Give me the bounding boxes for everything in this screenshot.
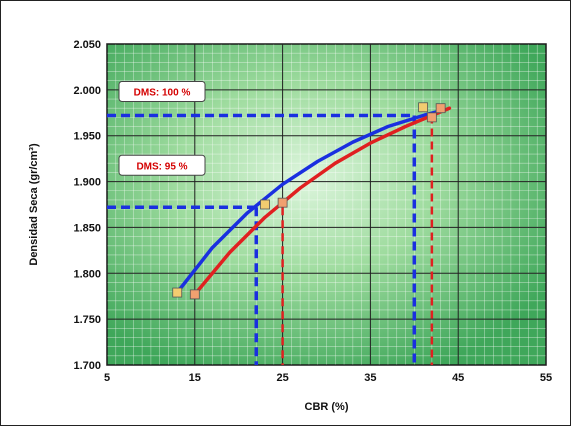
data-point-blue — [172, 287, 183, 298]
annotation-label: DMS: 95 % — [136, 161, 187, 172]
y-tick-label: 1.900 — [73, 177, 101, 189]
data-point-red — [189, 289, 200, 300]
data-point-red — [435, 103, 446, 114]
series-markers — [172, 102, 446, 300]
x-axis-title: CBR (%) — [305, 401, 349, 413]
y-tick-labels: 1.700 1.750 1.800 1.850 1.900 1.950 2.000 2.050 — [73, 39, 101, 372]
x-tick-label: 45 — [452, 372, 464, 384]
y-tick-label: 1.750 — [73, 314, 101, 326]
x-tick-labels: 5 15 25 35 45 55 — [104, 372, 552, 384]
y-tick-label: 1.800 — [73, 268, 101, 280]
annotation-boxes: DMS: 100 % DMS: 95 % — [118, 81, 206, 176]
x-tick-label: 5 — [104, 372, 110, 384]
x-tick-label: 35 — [364, 372, 376, 384]
data-point-red — [426, 112, 437, 123]
y-axis-title: Densidad Seca (gr/cm³) — [28, 143, 40, 266]
series-curve-blue — [175, 110, 439, 295]
y-tick-label: 2.050 — [73, 39, 101, 51]
y-tick-label: 1.850 — [73, 222, 101, 234]
data-point-blue — [260, 199, 270, 210]
annotation-box — [118, 81, 206, 103]
annotation-label: DMS: 100 % — [134, 88, 191, 99]
y-tick-label: 2.000 — [73, 85, 101, 97]
data-point-blue — [418, 102, 428, 113]
annotation-box — [118, 154, 206, 176]
major-grid — [106, 43, 547, 366]
y-tick-label: 1.700 — [73, 360, 101, 372]
x-tick-label: 15 — [189, 372, 201, 384]
data-point-red — [277, 197, 288, 208]
y-tick-label: 1.950 — [73, 131, 101, 143]
x-tick-label: 25 — [276, 372, 288, 384]
annotation-guides — [107, 113, 434, 365]
x-tick-label: 55 — [540, 372, 552, 384]
